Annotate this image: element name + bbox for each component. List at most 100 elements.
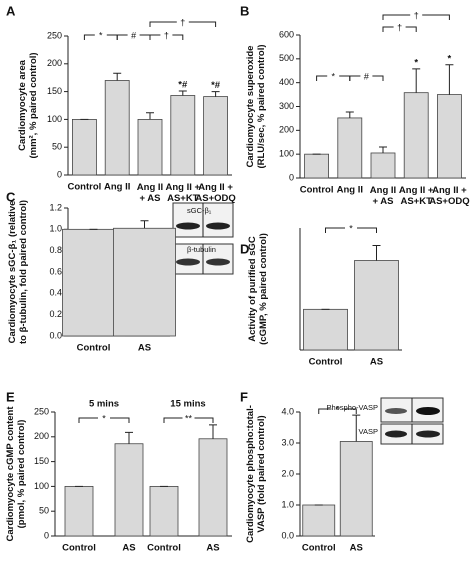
- error-bar: [113, 72, 122, 81]
- panel-letter: C: [6, 189, 16, 204]
- bar: [436, 94, 462, 179]
- significance-bracket: [149, 34, 184, 40]
- y-tick-label: 2.0: [281, 468, 294, 478]
- significance-mark: *: [448, 53, 452, 64]
- x-tick-label: Ang II + AS+KT: [399, 185, 434, 207]
- error-bar: [379, 146, 387, 153]
- y-tick-label: 1.0: [49, 224, 62, 234]
- bar: [104, 80, 130, 176]
- y-axis-title: Cardiomyocyte sGC-β₁ (relativeto β-tubul…: [7, 200, 29, 344]
- y-tick-label: 3.0: [281, 437, 294, 447]
- bar: [170, 95, 196, 176]
- significance-bracket: [149, 21, 217, 27]
- significance-mark: *: [102, 413, 106, 423]
- blot-label: sGC-β₁: [187, 206, 212, 215]
- bar: [304, 153, 330, 179]
- significance-mark: #: [131, 30, 136, 40]
- y-tick-label: 250: [47, 30, 62, 40]
- error-bar: [178, 90, 187, 96]
- x-tick-label: Ang II + AS: [370, 185, 396, 207]
- error-bar: [372, 244, 381, 261]
- panel-letter: F: [240, 389, 248, 404]
- y-tick-label: 1.2: [49, 202, 62, 212]
- bar: [370, 152, 396, 179]
- blot-band: [206, 258, 230, 266]
- bar: [203, 96, 229, 176]
- bar: [303, 308, 348, 351]
- blot-band: [176, 258, 200, 266]
- significance-mark: †: [397, 22, 402, 32]
- y-tick-label: 150: [34, 456, 49, 466]
- blot-band: [385, 408, 407, 414]
- y-tick-label: 0.0: [49, 330, 62, 340]
- significance-mark: *#: [178, 80, 188, 91]
- x-tick-label: Ang II + AS: [137, 182, 163, 204]
- significance-bracket: [163, 417, 214, 423]
- bar: [198, 438, 228, 537]
- y-tick-label: 1.0: [281, 499, 294, 509]
- x-tick-label: Control: [302, 543, 336, 554]
- y-tick-label: 200: [34, 431, 49, 441]
- error-bar: [345, 111, 354, 118]
- y-tick-label: 4.0: [281, 406, 294, 416]
- significance-bracket: [382, 14, 450, 20]
- y-tick-label: 300: [279, 101, 294, 111]
- y-tick-label: 0.0: [281, 530, 294, 540]
- y-tick-label: 500: [279, 53, 294, 63]
- error-bar: [140, 220, 149, 229]
- y-tick-label: 0.6: [49, 266, 62, 276]
- bar: [72, 119, 97, 176]
- y-tick-label: 0: [44, 530, 49, 540]
- blot-label: VASP: [359, 427, 378, 436]
- y-tick-label: 150: [47, 86, 62, 96]
- y-axis-title: Cardiomyocyte area(mm², % paired control…: [17, 52, 39, 158]
- x-tick-label: Ang II + AS+ODQ: [429, 185, 469, 207]
- x-tick-label: AS: [138, 343, 151, 354]
- panel-letter: D: [240, 241, 249, 256]
- x-tick-label: Ang II + AS+KT: [166, 182, 201, 204]
- x-tick-label: Ang II: [337, 185, 363, 196]
- blot-c: [172, 202, 234, 275]
- blot-band: [385, 430, 407, 438]
- y-tick-label: 50: [39, 506, 49, 516]
- y-tick-label: 0.8: [49, 245, 62, 255]
- panel-letter: B: [240, 3, 249, 18]
- x-tick-label: Control: [68, 182, 102, 193]
- x-tick-label: Control: [147, 543, 181, 554]
- y-tick-label: 0: [289, 172, 294, 182]
- y-tick-label: 0: [57, 169, 62, 179]
- group-label: 5 mins: [89, 399, 119, 410]
- significance-bracket: [325, 227, 377, 233]
- blot-band: [416, 430, 440, 438]
- blot-band: [206, 222, 230, 230]
- x-tick-label: AS: [350, 543, 363, 554]
- error-bar: [211, 91, 220, 97]
- bar: [149, 485, 179, 537]
- significance-bracket: [78, 417, 130, 423]
- significance-mark: *: [349, 223, 353, 233]
- y-axis-title: Activity of purified sGC(cGMP, % paired …: [247, 233, 269, 345]
- x-tick-label: Ang II + AS+ODQ: [195, 182, 235, 204]
- bar: [113, 227, 176, 337]
- y-tick-label: 250: [34, 406, 49, 416]
- x-tick-label: Control: [309, 357, 343, 368]
- blot-label: Phospho-VASP: [326, 403, 378, 412]
- x-tick-label: AS: [370, 357, 383, 368]
- y-axis-title: Cardiomyocyte superoxide(RLU/sec, % pair…: [245, 44, 267, 168]
- significance-mark: #: [364, 71, 369, 81]
- x-tick-label: Ang II: [104, 182, 130, 193]
- y-tick-label: 200: [47, 58, 62, 68]
- blot-band: [176, 222, 200, 230]
- bar: [64, 485, 94, 537]
- significance-mark: †: [180, 17, 185, 27]
- bar: [339, 441, 373, 537]
- x-tick-label: Control: [77, 343, 111, 354]
- significance-mark: †: [414, 10, 419, 20]
- bar: [403, 92, 429, 179]
- significance-mark: *#: [211, 80, 221, 91]
- y-tick-label: 100: [47, 114, 62, 124]
- panel-letter: A: [6, 3, 16, 18]
- blot-label: β-tubulin: [187, 245, 216, 254]
- bar: [302, 504, 336, 537]
